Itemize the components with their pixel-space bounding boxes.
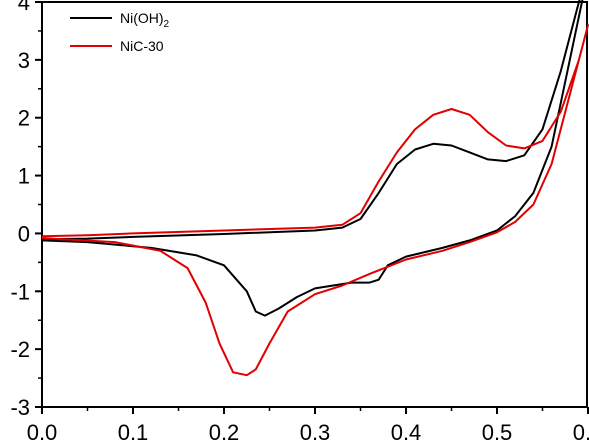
series-line-nic-30 [41,24,589,377]
x-tick-label: 0.3 [300,420,331,445]
y-tick-label: 2 [18,106,30,131]
y-tick-label: -2 [10,337,30,362]
y-tick-label: -1 [10,279,30,304]
x-tick-label: 0.6 [573,420,589,445]
legend: Ni(OH)2 NiC-30 [70,10,170,54]
series-line-nioh2 [41,0,584,317]
legend-subscript: 2 [164,19,170,30]
y-tick-label: 4 [18,0,30,15]
x-tick-label: 0.1 [118,420,149,445]
x-tick-label: 0.2 [209,420,240,445]
y-tick-label: 1 [18,164,30,189]
plot-frame [41,1,588,408]
y-tick-label: -3 [10,395,30,420]
legend-label: Ni(OH)2 [120,10,170,30]
legend-label: NiC-30 [120,38,164,54]
series-layer [41,0,589,377]
plot-axes [41,1,588,408]
y-tick-label: 0 [18,221,30,246]
y-tick-label: 3 [18,48,30,73]
x-tick-label: 0.5 [482,420,513,445]
x-tick-label: 0.0 [27,420,58,445]
axis-ticks: 0.0 0.1 0.2 0.3 0.4 0.5 0.6 -3 -2 -1 0 1 2 3 4 [10,0,589,445]
x-tick-label: 0.4 [391,420,422,445]
